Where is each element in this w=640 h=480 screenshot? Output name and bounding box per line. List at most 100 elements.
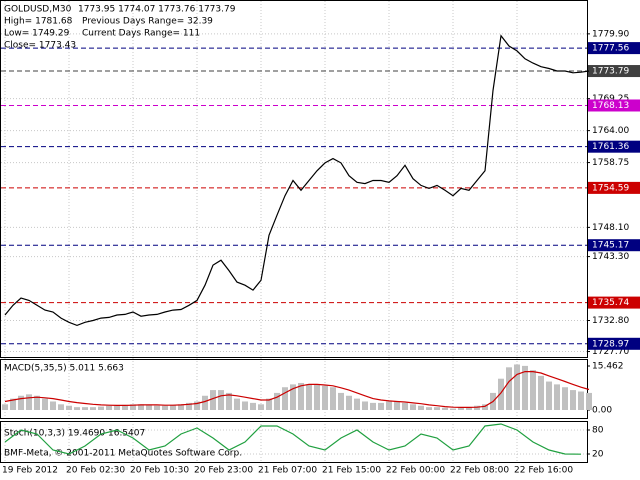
x-tick-label: 20 Feb 23:00 [194, 466, 253, 476]
prev-range: Previous Days Range= 32.39 [82, 17, 213, 27]
macd-bar [186, 402, 192, 411]
macd-bar [322, 385, 328, 411]
macd-bar [82, 407, 88, 411]
y-tick-label: 1732.80 [592, 316, 629, 326]
x-tick-label: 20 Feb 02:30 [66, 466, 125, 476]
macd-bar [26, 394, 32, 411]
close: Close= 1773.43 [4, 41, 76, 51]
macd-bar [282, 387, 288, 411]
copyright: BMF-Meta, © 2001-2011 MetaQuotes Softwar… [4, 449, 242, 459]
macd-bar [170, 404, 176, 411]
macd-bar [338, 392, 344, 411]
macd-bar [242, 401, 248, 411]
ohlc: 1773.95 1774.07 1773.76 1773.79 [78, 5, 236, 15]
macd-bar [162, 405, 168, 411]
macd-bar [482, 404, 488, 411]
level-label: 1773.79 [592, 67, 629, 77]
macd-bar [370, 402, 376, 411]
macd-bar [450, 408, 456, 411]
level-tag [588, 99, 640, 112]
level-label: 1728.97 [592, 339, 629, 349]
x-tick-label: 21 Feb 15:00 [322, 466, 381, 476]
stoch-panel [0, 421, 588, 463]
macd-bar [298, 382, 304, 411]
level-label: 1754.59 [592, 183, 629, 193]
price-line [4, 34, 590, 327]
stoch-title: Stoch(10,3,3) 19.4690 16.5407 [4, 429, 145, 439]
macd-bar [578, 391, 584, 411]
macd-bar [234, 398, 240, 411]
macd-bar [74, 407, 80, 411]
x-tick-label: 20 Feb 10:30 [130, 466, 189, 476]
macd-bar [218, 390, 224, 411]
macd-bar [90, 407, 96, 411]
macd-title: MACD(5,35,5) 5.011 5.663 [4, 364, 124, 374]
macd-bar [418, 405, 424, 411]
macd-bar [178, 404, 184, 411]
macd-bar [122, 404, 128, 411]
level-label: 1768.13 [592, 101, 629, 111]
x-tick-label: 21 Feb 07:00 [258, 466, 317, 476]
cur-range: Current Days Range= 111 [82, 29, 200, 39]
macd-bar [378, 402, 384, 411]
level-label: 1735.74 [592, 298, 629, 308]
macd-bar [194, 401, 200, 411]
macd-bar [314, 384, 320, 411]
y-tick-label: 15.462 [592, 361, 624, 371]
macd-bar [66, 405, 72, 411]
macd-bar [50, 401, 56, 411]
macd-bar [442, 407, 448, 411]
macd-bar [426, 407, 432, 411]
macd-bar [154, 405, 160, 411]
low: Low= 1749.29 [4, 29, 70, 39]
macd-bar [330, 387, 336, 411]
macd-bar [562, 387, 568, 411]
macd-bar [114, 405, 120, 411]
macd-bar [106, 405, 112, 411]
macd-bar [546, 381, 552, 411]
macd-bar [258, 404, 264, 411]
level-label: 1777.56 [592, 44, 629, 54]
macd-bar [514, 364, 520, 411]
macd-bar [410, 404, 416, 411]
y-tick-label: 1758.75 [592, 158, 629, 168]
macd-bar [466, 407, 472, 411]
macd-bar [346, 395, 352, 411]
macd-bar [130, 404, 136, 411]
macd-bar [530, 370, 536, 411]
macd-bar [498, 378, 504, 411]
macd-bar [18, 395, 24, 411]
y-tick-label: 20 [592, 450, 604, 460]
macd-bar [2, 404, 8, 411]
symbol: GOLDUSD,M30 [4, 5, 72, 15]
macd-bar [42, 398, 48, 411]
macd-bar [474, 405, 480, 411]
macd-bar [306, 384, 312, 411]
stoch-line [4, 423, 582, 455]
macd-bar [570, 390, 576, 411]
macd-bar [98, 406, 104, 411]
macd-bar [210, 390, 216, 411]
high: High= 1781.68 [4, 17, 73, 27]
y-tick-label: 1764.00 [592, 126, 629, 136]
macd-bar [34, 395, 40, 411]
macd-bar [146, 404, 152, 411]
level-tag [588, 65, 640, 78]
macd-bar [362, 401, 368, 411]
level-tag [588, 239, 640, 252]
macd-bar [386, 401, 392, 411]
level-tag [588, 337, 640, 350]
x-tick-label: 22 Feb 16:00 [514, 466, 573, 476]
macd-bar [226, 392, 232, 411]
y-tick-label: 80 [592, 426, 604, 436]
macd-bar [506, 367, 512, 411]
macd-signal [4, 371, 590, 408]
main-panel [0, 0, 588, 358]
macd-bar [58, 404, 64, 411]
x-tick-label: 19 Feb 2012 [2, 466, 58, 476]
macd-bar [586, 392, 592, 411]
level-label: 1761.36 [592, 142, 629, 152]
level-label: 1745.17 [592, 241, 629, 251]
level-tag [588, 140, 640, 153]
